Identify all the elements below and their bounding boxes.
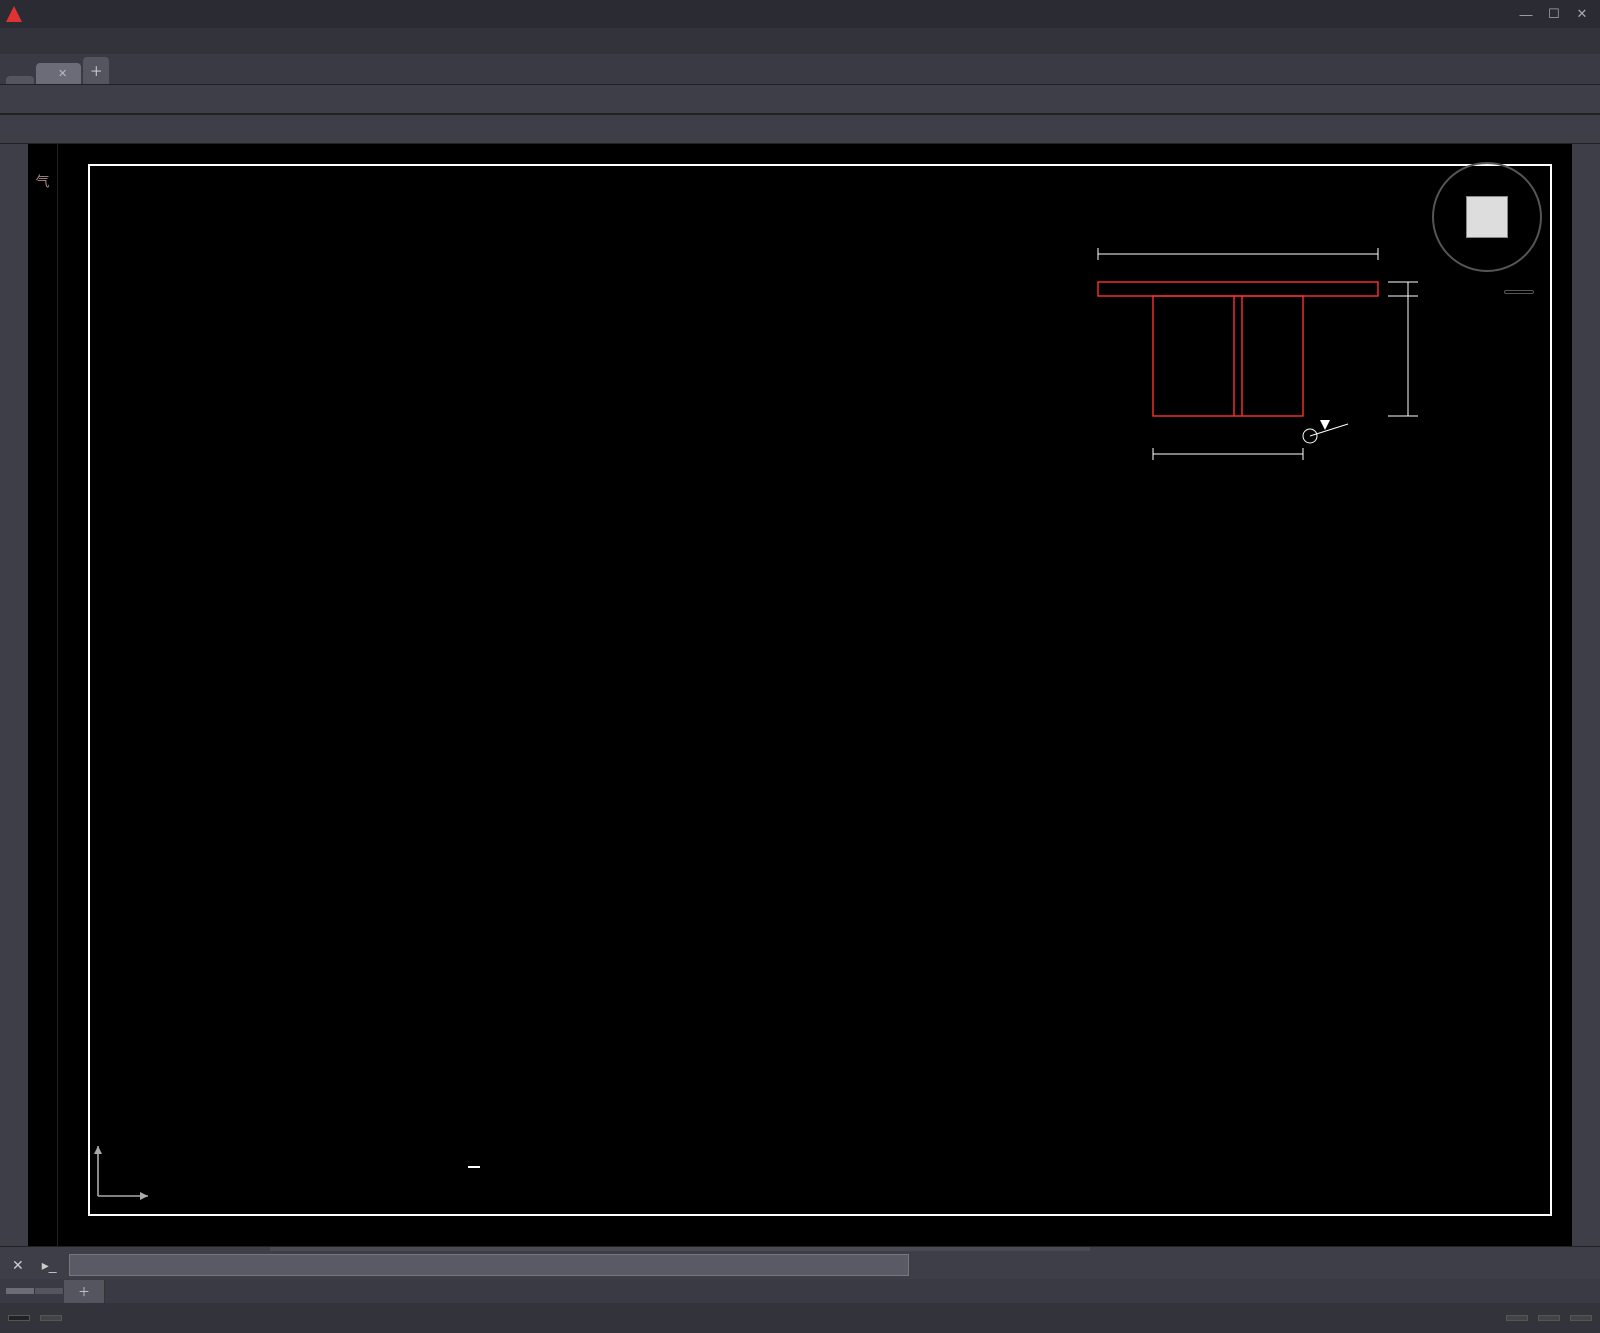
viewcube[interactable]: [1422, 152, 1552, 282]
maximize-button[interactable]: ☐: [1542, 4, 1566, 24]
main-area: 气: [0, 144, 1600, 1246]
plan-caption: [468, 1144, 480, 1179]
command-input[interactable]: [69, 1254, 909, 1276]
status-scale[interactable]: [1506, 1315, 1528, 1321]
left-toolbar: [0, 144, 28, 1246]
window-title: [30, 7, 1510, 22]
layout-tabs: ＋: [0, 1279, 1600, 1303]
support-detail-view: [1058, 224, 1438, 504]
ucs-icon: [88, 1136, 158, 1206]
status-space-toggle[interactable]: [40, 1315, 62, 1321]
status-coords: [8, 1315, 30, 1321]
app-logo-icon: [6, 6, 22, 22]
cmd-prompt-icon: ▸_: [36, 1257, 63, 1274]
tab-start[interactable]: [6, 76, 34, 84]
tab-model[interactable]: [6, 1288, 35, 1294]
status-units[interactable]: [1538, 1315, 1560, 1321]
detail-caption: [1118, 524, 1136, 545]
toolbar-draw: [0, 114, 1600, 144]
tab-new[interactable]: ＋: [83, 57, 109, 84]
app-window: — ☐ ✕ ✕ ＋ 气: [0, 0, 1600, 1333]
drawing-canvas[interactable]: [58, 144, 1572, 1246]
tab-layout-add[interactable]: ＋: [64, 1280, 105, 1303]
command-area: ✕ ▸_: [0, 1246, 1600, 1279]
status-bar: [0, 1303, 1600, 1333]
wcs-label[interactable]: [1504, 290, 1534, 294]
tab-close-icon[interactable]: ✕: [58, 67, 67, 80]
tab-drawing[interactable]: ✕: [36, 63, 81, 84]
dome-plan-view: [98, 184, 1098, 1194]
toolbar-standard: [0, 84, 1600, 114]
document-tabs: ✕ ＋: [0, 54, 1600, 84]
titlebar: — ☐ ✕: [0, 0, 1600, 28]
cmd-close-icon[interactable]: ✕: [6, 1257, 30, 1274]
status-settings[interactable]: [1570, 1315, 1592, 1321]
minimize-button[interactable]: —: [1514, 4, 1538, 24]
tab-layout1[interactable]: [35, 1288, 64, 1294]
menubar: [0, 28, 1600, 54]
close-button[interactable]: ✕: [1570, 4, 1594, 24]
palette-label-2: 气: [33, 174, 53, 188]
right-toolbar: [1572, 144, 1600, 1246]
viewcube-top[interactable]: [1466, 196, 1508, 238]
left-palette: 气: [28, 144, 58, 1246]
command-line: ✕ ▸_: [0, 1251, 1600, 1279]
